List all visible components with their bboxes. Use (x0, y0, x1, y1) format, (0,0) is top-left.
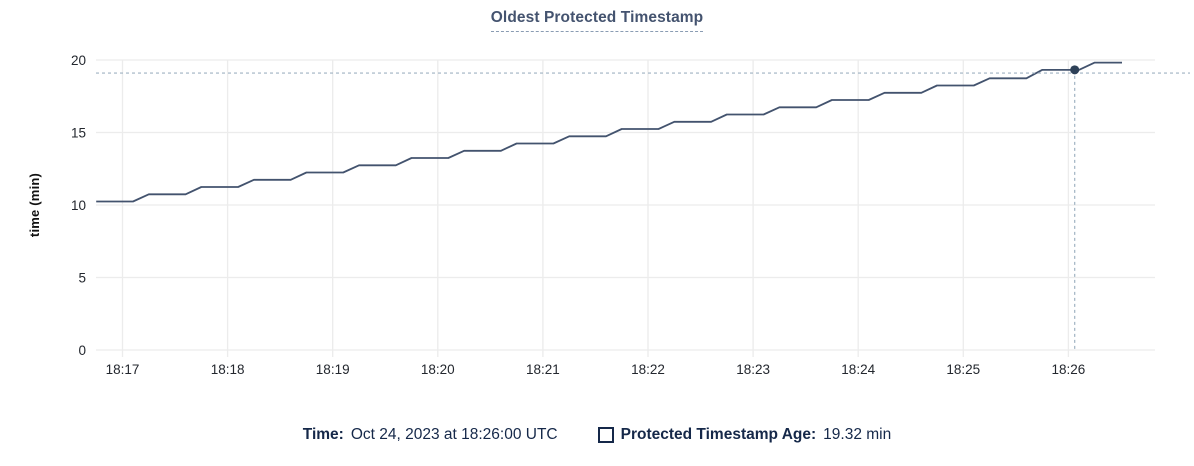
x-tick-label: 18:19 (316, 362, 350, 377)
legend-series-value: 19.32 min (823, 426, 892, 443)
y-tick-label: 5 (78, 271, 86, 286)
hover-point-dot (1070, 65, 1080, 75)
line-chart-plot-area[interactable]: 0 5 10 15 20 18:17 18:18 18:19 18:20 18:21 18:22 18… (0, 40, 1194, 390)
x-tick-label: 18:23 (736, 362, 770, 377)
y-tick-label: 0 (78, 343, 86, 358)
x-tick-label: 18:18 (211, 362, 245, 377)
chart-legend: Time: Oct 24, 2023 at 18:26:00 UTC Prote… (0, 419, 1194, 451)
x-tick-label: 18:17 (106, 362, 140, 377)
y-tick-label: 20 (71, 53, 86, 68)
chart-title[interactable]: Oldest Protected Timestamp (490, 9, 704, 32)
x-tick-label: 18:24 (841, 362, 875, 377)
y-tick-label: 10 (71, 198, 86, 213)
x-tick-label: 18:21 (526, 362, 560, 377)
y-tick-label: 15 (71, 126, 86, 141)
x-tick-label: 18:25 (946, 362, 980, 377)
x-tick-label: 18:26 (1052, 362, 1086, 377)
legend-series-label: Protected Timestamp Age: (620, 426, 817, 443)
x-tick-label: 18:20 (421, 362, 455, 377)
x-tick-label: 18:22 (631, 362, 665, 377)
chart-title-row: Oldest Protected Timestamp (0, 9, 1194, 32)
legend-time-value: Oct 24, 2023 at 18:26:00 UTC (350, 426, 558, 443)
legend-time-label: Time: (302, 426, 344, 443)
series-checkbox[interactable] (597, 427, 614, 443)
series-line (96, 61, 1122, 203)
